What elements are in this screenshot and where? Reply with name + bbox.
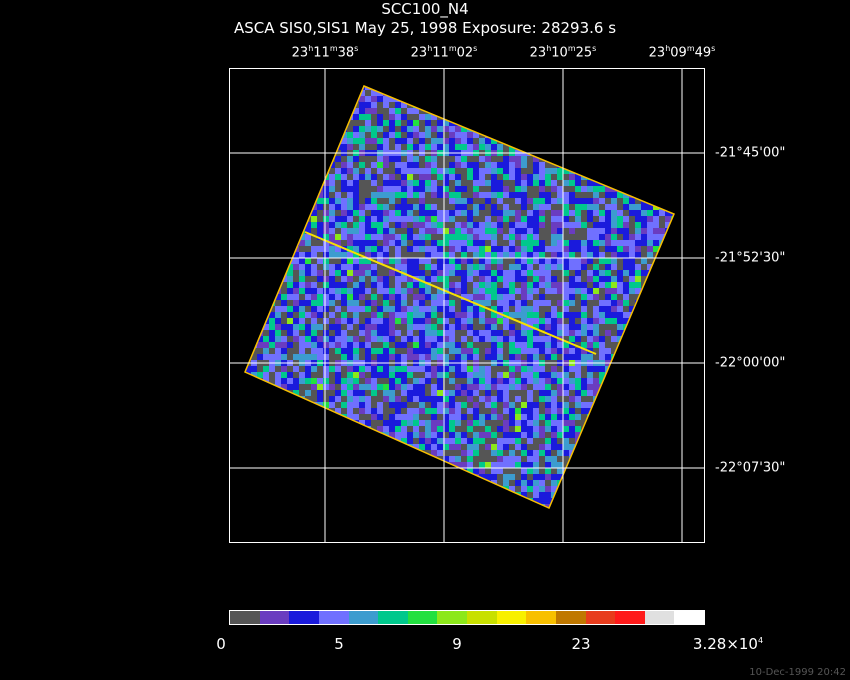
dec-tick-label: -21°52'30" xyxy=(715,250,786,266)
colorbar-swatch xyxy=(259,611,290,624)
colorbar-swatch xyxy=(437,611,467,624)
colorbar-swatch xyxy=(674,611,704,624)
colorbar-swatch xyxy=(555,611,586,624)
colorbar-swatch xyxy=(615,611,645,624)
colorbar-max-label: 3.28×104 xyxy=(692,635,764,653)
colorbar-label: 0 xyxy=(216,635,226,653)
dec-tick-label: -21°45'00" xyxy=(715,145,786,161)
colorbar-swatch xyxy=(289,611,319,624)
colorbar-label: 23 xyxy=(571,635,591,653)
colorbar-swatch xyxy=(496,611,527,624)
ra-tick-label: 23h10m25s xyxy=(529,44,597,61)
colorbar-swatch xyxy=(407,611,438,624)
colorbar-swatch xyxy=(526,611,556,624)
sky-image xyxy=(229,68,705,543)
colorbar-swatch xyxy=(348,611,379,624)
colorbar-swatch xyxy=(467,611,497,624)
colorbar-label: 9 xyxy=(452,635,462,653)
colorbar-swatch xyxy=(318,611,349,624)
image-subtitle: ASCA SIS0,SIS1 May 25, 1998 Exposure: 28… xyxy=(233,19,617,37)
chip-gap-line xyxy=(304,231,597,355)
dec-tick-label: -22°07'30" xyxy=(715,460,786,476)
ra-tick-label: 23h09m49s xyxy=(648,44,716,61)
ra-tick-label: 23h11m02s xyxy=(410,44,478,61)
colorbar-swatch xyxy=(230,611,260,624)
colorbar-swatch xyxy=(378,611,408,624)
colorbar-label: 5 xyxy=(334,635,344,653)
timestamp: 10-Dec-1999 20:42 xyxy=(749,667,846,678)
ra-tick-label: 23h11m38s xyxy=(291,44,359,61)
sky-image-frame xyxy=(229,68,705,543)
colorbar-swatch xyxy=(644,611,675,624)
image-title: SCC100_N4 xyxy=(381,0,469,18)
fov-edge xyxy=(244,85,675,509)
sky-pixels xyxy=(245,86,674,508)
colorbar xyxy=(229,610,705,625)
dec-tick-label: -22°00'00" xyxy=(715,355,786,371)
colorbar-swatch xyxy=(585,611,616,624)
